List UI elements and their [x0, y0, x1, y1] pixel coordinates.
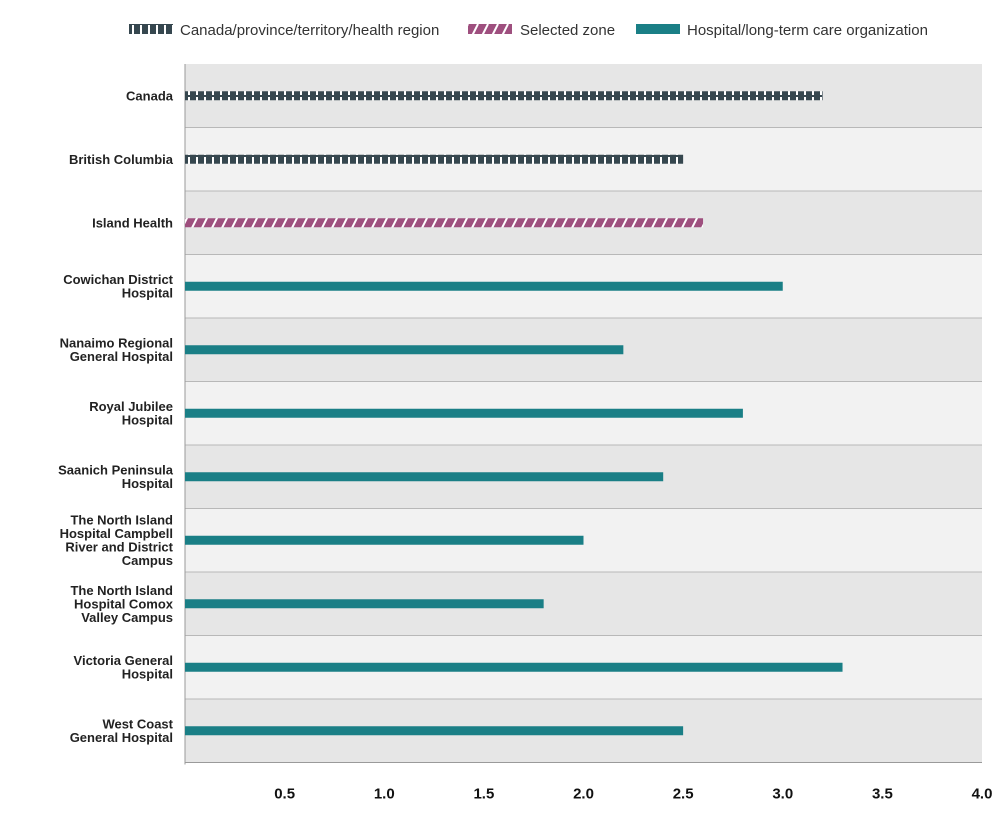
x-tick-label: 1.0 — [374, 786, 395, 803]
bar-the-north-island-hospital-campbell-river-and-district-campus — [185, 535, 584, 545]
category-label: The North Island Hospital Campbell River a… — [60, 513, 174, 569]
x-tick-label: 0.5 — [274, 786, 295, 803]
legend-label-zone: Selected zone — [520, 22, 615, 39]
bar-british-columbia — [185, 154, 684, 164]
category-label: Royal Jubilee Hospital — [89, 399, 173, 428]
bar-saanich-peninsula-hospital — [185, 472, 664, 482]
bars — [185, 91, 843, 736]
legend-label-region: Canada/province/territory/health region — [180, 22, 439, 39]
category-label: Nanaimo Regional General Hospital — [60, 336, 173, 365]
bar-canada — [185, 91, 823, 101]
category-label: Island Health — [92, 215, 173, 230]
legend-swatch-region — [129, 24, 173, 34]
x-tick-label: 2.0 — [573, 786, 594, 803]
legend-label-org: Hospital/long-term care organization — [687, 22, 928, 39]
category-label: British Columbia — [69, 152, 174, 167]
x-tick-label: 3.0 — [772, 786, 793, 803]
bar-the-north-island-hospital-comox-valley-campus — [185, 599, 544, 609]
bar-west-coast-general-hospital — [185, 726, 684, 736]
bar-victoria-general-hospital — [185, 662, 843, 672]
legend: Canada/province/territory/health region S… — [129, 22, 928, 39]
x-axis-ticks: 0.5 1.0 1.5 2.0 2.5 3.0 3.5 4.0 — [274, 786, 992, 803]
legend-swatch-zone — [468, 24, 512, 34]
x-tick-label: 1.5 — [473, 786, 494, 803]
category-label: Victoria General Hospital — [74, 653, 173, 682]
category-label: Cowichan District Hospital — [63, 272, 173, 301]
x-tick-label: 2.5 — [673, 786, 694, 803]
bar-island-health — [185, 218, 704, 228]
x-tick-label: 4.0 — [972, 786, 992, 803]
bar-nanaimo-regional-general-hospital — [185, 345, 624, 355]
category-label: The North Island Hospital Comox Valley Cam… — [70, 583, 173, 625]
x-tick-label: 3.5 — [872, 786, 893, 803]
bar-cowichan-district-hospital — [185, 281, 783, 291]
bar-royal-jubilee-hospital — [185, 408, 743, 418]
legend-swatch-org — [636, 24, 680, 34]
category-label: Canada — [126, 88, 174, 103]
category-labels: Canada British Columbia Island Health Cowic… — [58, 88, 174, 745]
category-label: Saanich Peninsula Hospital — [58, 463, 174, 492]
category-label: West Coast General Hospital — [70, 717, 174, 746]
